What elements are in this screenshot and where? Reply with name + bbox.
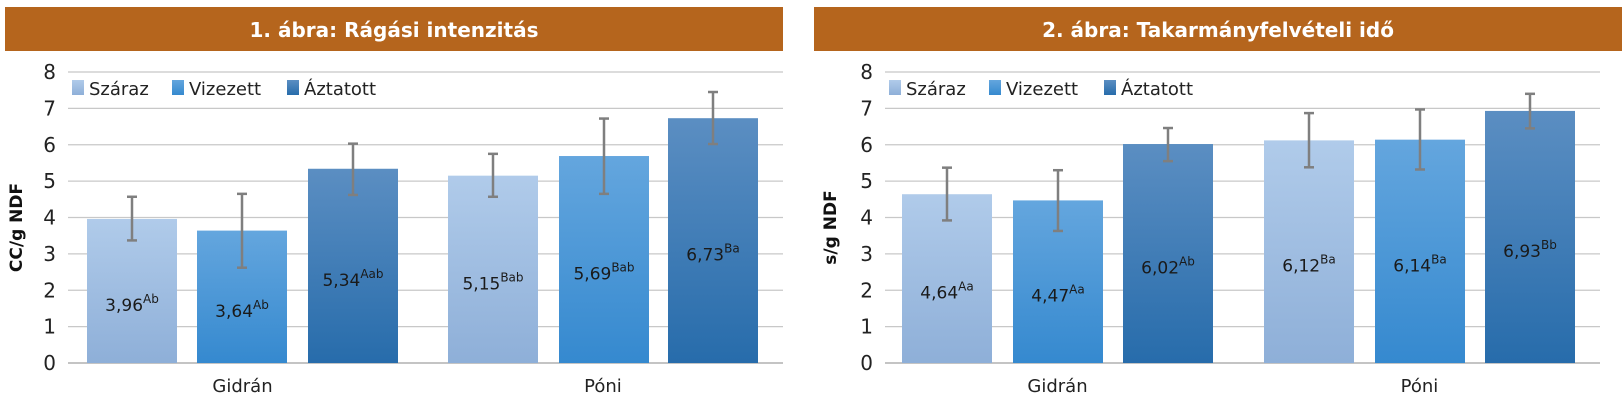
y-tick-label: 8 [860,60,873,84]
legend-label: Száraz [89,79,149,100]
y-tick-label: 2 [860,278,873,302]
title-bar [814,7,1622,51]
legend-label: Vizezett [189,79,261,100]
legend-label: Száraz [906,79,966,100]
data-label-superscript: Ba [1431,252,1447,266]
chart-1: 1. ábra: Rágási intenzitás 0 1 2 3 4 5 6 7 8 CC/g … [5,7,783,397]
data-label-superscript: Ab [143,292,159,306]
y-axis-label: CC/g NDF [7,183,27,272]
data-label-superscript: Ab [253,298,269,312]
data-label-value: 6,14 [1393,256,1431,276]
bar-Száraz-Póni [1264,140,1354,363]
data-label: 5,34Aab [322,267,383,291]
data-label: 3,96Ab [105,292,159,316]
y-tick-label: 3 [860,242,873,266]
data-label: 4,64Aa [920,280,973,304]
data-label-superscript: Ab [1179,255,1195,269]
legend-swatch [989,80,1001,95]
title-bar [5,7,783,51]
data-label-value: 5,69 [573,265,611,285]
y-tick-label: 6 [860,133,873,157]
data-label-superscript: Aab [360,267,383,281]
bar-Száraz-Gidrán [87,218,177,363]
data-label-value: 5,15 [462,274,500,294]
x-category-label: Gidrán [212,376,272,397]
y-tick-label: 2 [43,278,56,302]
y-tick-label: 0 [860,351,873,375]
y-tick-label: 3 [43,242,56,266]
y-tick-label: 4 [43,206,56,230]
y-tick-label: 4 [860,206,873,230]
legend-label: Áztatott [304,78,376,100]
data-label: 3,64Ab [215,298,269,322]
data-label-superscript: Ba [724,242,740,256]
data-label-superscript: Ba [1320,253,1336,267]
y-tick-label: 5 [860,169,873,193]
data-label-value: 3,96 [105,296,143,316]
data-label-value: 4,47 [1031,287,1069,307]
legend-swatch [889,80,901,95]
bar-Áztatott-Gidrán [308,168,398,363]
data-label-value: 3,64 [215,302,253,322]
bar-Vizezett-Póni [1375,139,1465,363]
data-label: 6,14Ba [1393,252,1446,276]
bar-Áztatott-Póni [1485,110,1575,363]
y-tick-label: 6 [43,133,56,157]
data-label-value: 6,93 [1503,242,1541,262]
chart-title: 2. ábra: Takarmányfelvételi idő [1042,18,1394,42]
y-tick-label: 7 [43,96,56,120]
data-label-value: 6,02 [1141,259,1179,279]
data-label: 4,47Aa [1031,283,1084,307]
data-label: 5,15Bab [462,270,523,294]
data-label: 6,02Ab [1141,255,1195,279]
data-label-superscript: Bab [611,261,634,275]
legend-swatch [1104,80,1116,95]
data-label-superscript: Aa [1069,283,1085,297]
data-label-value: 4,64 [920,284,958,304]
bar-Száraz-Póni [448,175,538,363]
y-axis-label: s/g NDF [821,190,841,264]
data-label: 6,93Bb [1503,238,1557,262]
data-label-value: 6,12 [1282,257,1320,277]
data-label-value: 5,34 [322,271,360,291]
data-label: 6,12Ba [1282,253,1335,277]
data-label-superscript: Bab [500,270,523,284]
chart-2: 2. ábra: Takarmányfelvételi idő 0 1 2 3 4 5 6 7 8… [814,7,1622,397]
y-tick-label: 1 [43,315,56,339]
y-tick-label: 0 [43,351,56,375]
legend-swatch [72,80,84,95]
bar-Áztatott-Gidrán [1123,144,1213,363]
y-tick-label: 1 [860,315,873,339]
data-label-superscript: Bb [1541,238,1557,252]
bar-Áztatott-Póni [668,118,758,363]
legend-label: Vizezett [1006,79,1078,100]
y-tick-label: 8 [43,60,56,84]
y-tick-label: 5 [43,169,56,193]
chart-title: 1. ábra: Rágási intenzitás [250,18,539,42]
x-category-label: Póni [584,376,622,397]
data-label-value: 6,73 [686,246,724,266]
data-label-superscript: Aa [958,280,974,294]
x-category-label: Gidrán [1027,376,1087,397]
legend-swatch [287,80,299,95]
data-label: 6,73Ba [686,242,739,266]
legend-label: Áztatott [1121,78,1193,100]
y-tick-label: 7 [860,96,873,120]
data-label: 5,69Bab [573,261,634,285]
legend-swatch [172,80,184,95]
bar-Száraz-Gidrán [902,194,992,363]
x-category-label: Póni [1401,376,1439,397]
